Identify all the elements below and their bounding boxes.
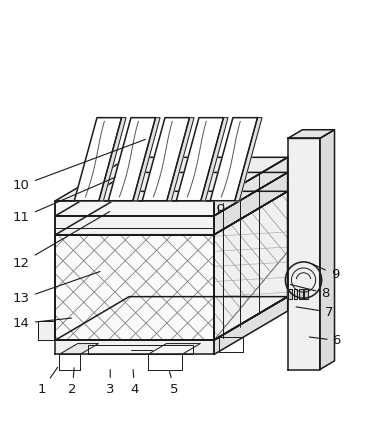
Polygon shape bbox=[55, 297, 288, 340]
Polygon shape bbox=[320, 130, 335, 369]
Text: 11: 11 bbox=[13, 177, 115, 224]
Polygon shape bbox=[55, 201, 214, 216]
Polygon shape bbox=[176, 118, 224, 201]
Polygon shape bbox=[59, 344, 99, 354]
Polygon shape bbox=[235, 118, 262, 201]
Polygon shape bbox=[55, 235, 214, 340]
Text: 1: 1 bbox=[38, 367, 58, 396]
Polygon shape bbox=[55, 157, 288, 201]
Text: 4: 4 bbox=[130, 369, 139, 396]
Text: 9: 9 bbox=[313, 264, 339, 281]
Polygon shape bbox=[148, 344, 200, 354]
Text: 2: 2 bbox=[68, 368, 77, 396]
Polygon shape bbox=[38, 321, 55, 340]
Polygon shape bbox=[99, 118, 126, 201]
Polygon shape bbox=[214, 157, 288, 340]
Polygon shape bbox=[214, 191, 288, 340]
Text: 10: 10 bbox=[13, 140, 146, 192]
Text: 12: 12 bbox=[13, 212, 110, 269]
Polygon shape bbox=[214, 172, 288, 235]
Polygon shape bbox=[210, 118, 257, 201]
Text: 8: 8 bbox=[290, 284, 330, 300]
Polygon shape bbox=[133, 118, 160, 201]
Text: 14: 14 bbox=[13, 317, 72, 330]
Polygon shape bbox=[201, 118, 228, 201]
Polygon shape bbox=[167, 118, 194, 201]
Polygon shape bbox=[55, 172, 288, 216]
Polygon shape bbox=[294, 289, 298, 299]
Text: 5: 5 bbox=[169, 371, 179, 396]
Polygon shape bbox=[142, 118, 190, 201]
Polygon shape bbox=[55, 191, 288, 235]
Text: 3: 3 bbox=[106, 369, 114, 396]
Polygon shape bbox=[288, 138, 320, 369]
Polygon shape bbox=[288, 289, 292, 299]
Polygon shape bbox=[214, 297, 288, 354]
Polygon shape bbox=[74, 118, 122, 201]
Polygon shape bbox=[214, 157, 288, 216]
Polygon shape bbox=[299, 289, 303, 299]
Polygon shape bbox=[288, 130, 335, 138]
Text: 13: 13 bbox=[13, 272, 100, 305]
Text: 6: 6 bbox=[309, 334, 341, 347]
Polygon shape bbox=[88, 346, 193, 354]
Polygon shape bbox=[55, 340, 214, 354]
Polygon shape bbox=[55, 216, 214, 235]
Polygon shape bbox=[108, 118, 155, 201]
Polygon shape bbox=[304, 289, 308, 299]
Text: 7: 7 bbox=[296, 306, 334, 319]
